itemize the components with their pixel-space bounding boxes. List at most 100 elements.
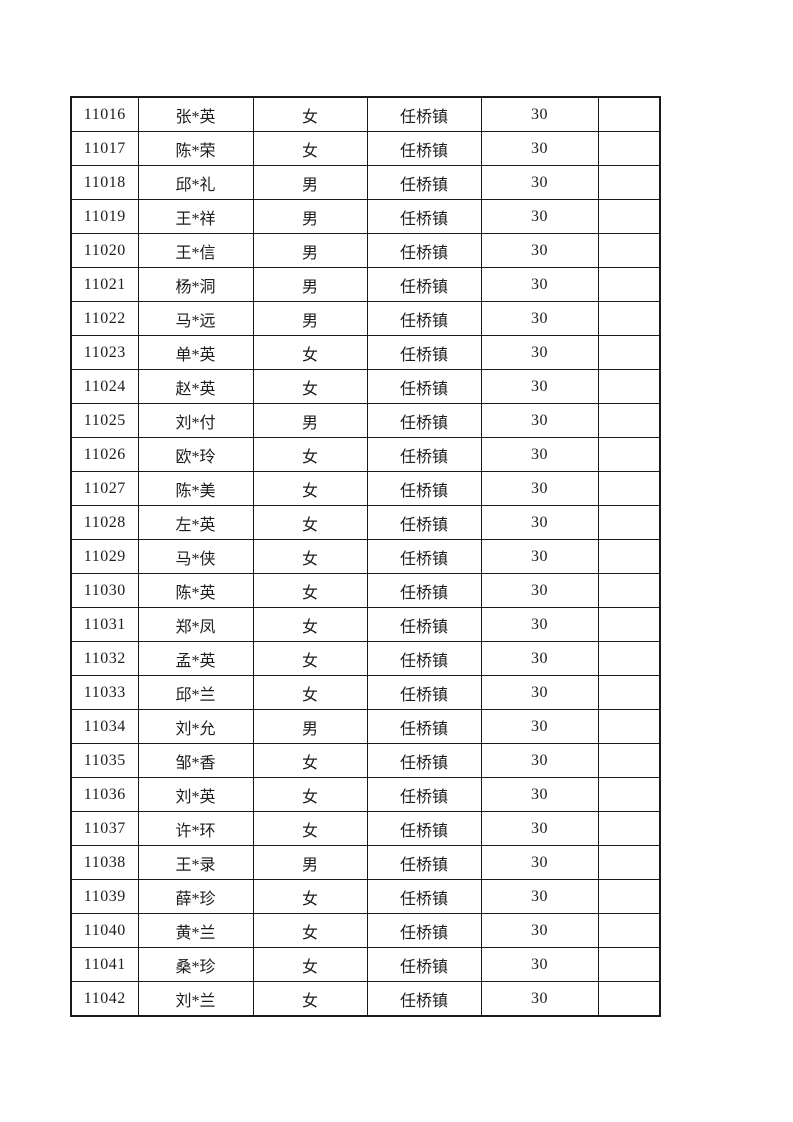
cell-blank (597, 437, 661, 472)
table-row: 11016 张*英女任桥镇 30 (70, 96, 661, 132)
table-row: 11025 刘*付男任桥镇 30 (70, 403, 661, 438)
cell-id: 11027 (70, 471, 139, 506)
table-row: 11031 郑*凤女任桥镇 30 (70, 607, 661, 642)
cell-name: 王*录 (137, 845, 254, 880)
cell-name: 许*环 (137, 811, 254, 846)
cell-id: 11021 (70, 267, 139, 302)
cell-id: 11040 (70, 913, 139, 948)
cell-town: 任桥镇 (366, 607, 482, 642)
cell-name: 刘*付 (137, 403, 254, 438)
cell-id: 11041 (70, 947, 139, 982)
cell-blank (597, 131, 661, 166)
cell-id: 11022 (70, 301, 139, 336)
cell-name: 孟*英 (137, 641, 254, 676)
cell-gender: 男 (252, 233, 368, 268)
cell-name: 刘*兰 (137, 981, 254, 1017)
cell-id: 11030 (70, 573, 139, 608)
table-row: 11026 欧*玲女任桥镇 30 (70, 437, 661, 472)
cell-quota: 30 (480, 573, 599, 608)
cell-quota: 30 (480, 675, 599, 710)
cell-quota: 30 (480, 96, 599, 132)
cell-gender: 女 (252, 96, 368, 132)
table-row: 11017 陈*荣女任桥镇 30 (70, 131, 661, 166)
cell-name: 陈*美 (137, 471, 254, 506)
cell-gender: 女 (252, 947, 368, 982)
cell-blank (597, 879, 661, 914)
cell-id: 11034 (70, 709, 139, 744)
cell-blank (597, 403, 661, 438)
cell-blank (597, 573, 661, 608)
cell-name: 刘*英 (137, 777, 254, 812)
cell-blank (597, 777, 661, 812)
cell-name: 马*侠 (137, 539, 254, 574)
cell-blank (597, 96, 661, 132)
cell-town: 任桥镇 (366, 539, 482, 574)
cell-id: 11020 (70, 233, 139, 268)
cell-name: 刘*允 (137, 709, 254, 744)
cell-gender: 女 (252, 913, 368, 948)
cell-gender: 女 (252, 369, 368, 404)
cell-quota: 30 (480, 233, 599, 268)
cell-town: 任桥镇 (366, 641, 482, 676)
cell-town: 任桥镇 (366, 981, 482, 1017)
cell-id: 11036 (70, 777, 139, 812)
cell-town: 任桥镇 (366, 165, 482, 200)
cell-town: 任桥镇 (366, 96, 482, 132)
cell-gender: 女 (252, 505, 368, 540)
table-row: 11038 王*录男任桥镇 30 (70, 845, 661, 880)
table-row: 11034 刘*允男任桥镇 30 (70, 709, 661, 744)
cell-name: 杨*洞 (137, 267, 254, 302)
cell-gender: 女 (252, 981, 368, 1017)
cell-town: 任桥镇 (366, 845, 482, 880)
cell-id: 11024 (70, 369, 139, 404)
cell-gender: 女 (252, 539, 368, 574)
cell-gender: 女 (252, 437, 368, 472)
cell-town: 任桥镇 (366, 267, 482, 302)
cell-quota: 30 (480, 811, 599, 846)
cell-gender: 女 (252, 335, 368, 370)
cell-id: 11018 (70, 165, 139, 200)
cell-town: 任桥镇 (366, 369, 482, 404)
cell-id: 11023 (70, 335, 139, 370)
table-row: 11018 邱*礼男任桥镇 30 (70, 165, 661, 200)
cell-id: 11042 (70, 981, 139, 1017)
cell-town: 任桥镇 (366, 437, 482, 472)
table-row: 11040 黄*兰女任桥镇 30 (70, 913, 661, 948)
cell-quota: 30 (480, 879, 599, 914)
cell-name: 陈*英 (137, 573, 254, 608)
cell-name: 黄*兰 (137, 913, 254, 948)
cell-town: 任桥镇 (366, 471, 482, 506)
cell-name: 王*祥 (137, 199, 254, 234)
table-row: 11030 陈*英女任桥镇 30 (70, 573, 661, 608)
table-row: 11041 桑*珍女任桥镇 30 (70, 947, 661, 982)
cell-blank (597, 947, 661, 982)
cell-gender: 男 (252, 199, 368, 234)
cell-name: 马*远 (137, 301, 254, 336)
cell-id: 11026 (70, 437, 139, 472)
cell-town: 任桥镇 (366, 947, 482, 982)
cell-id: 11038 (70, 845, 139, 880)
cell-gender: 女 (252, 131, 368, 166)
cell-name: 郑*凤 (137, 607, 254, 642)
table-row: 11032 孟*英女任桥镇 30 (70, 641, 661, 676)
cell-quota: 30 (480, 539, 599, 574)
cell-quota: 30 (480, 777, 599, 812)
cell-quota: 30 (480, 709, 599, 744)
cell-quota: 30 (480, 981, 599, 1017)
cell-name: 王*信 (137, 233, 254, 268)
cell-quota: 30 (480, 743, 599, 778)
cell-name: 陈*荣 (137, 131, 254, 166)
cell-blank (597, 641, 661, 676)
table-row: 11021 杨*洞男任桥镇 30 (70, 267, 661, 302)
cell-id: 11025 (70, 403, 139, 438)
cell-quota: 30 (480, 267, 599, 302)
cell-blank (597, 675, 661, 710)
cell-quota: 30 (480, 641, 599, 676)
cell-quota: 30 (480, 913, 599, 948)
cell-blank (597, 743, 661, 778)
cell-gender: 女 (252, 573, 368, 608)
table-row: 11033 邱*兰女任桥镇 30 (70, 675, 661, 710)
cell-name: 欧*玲 (137, 437, 254, 472)
cell-id: 11035 (70, 743, 139, 778)
cell-gender: 女 (252, 471, 368, 506)
